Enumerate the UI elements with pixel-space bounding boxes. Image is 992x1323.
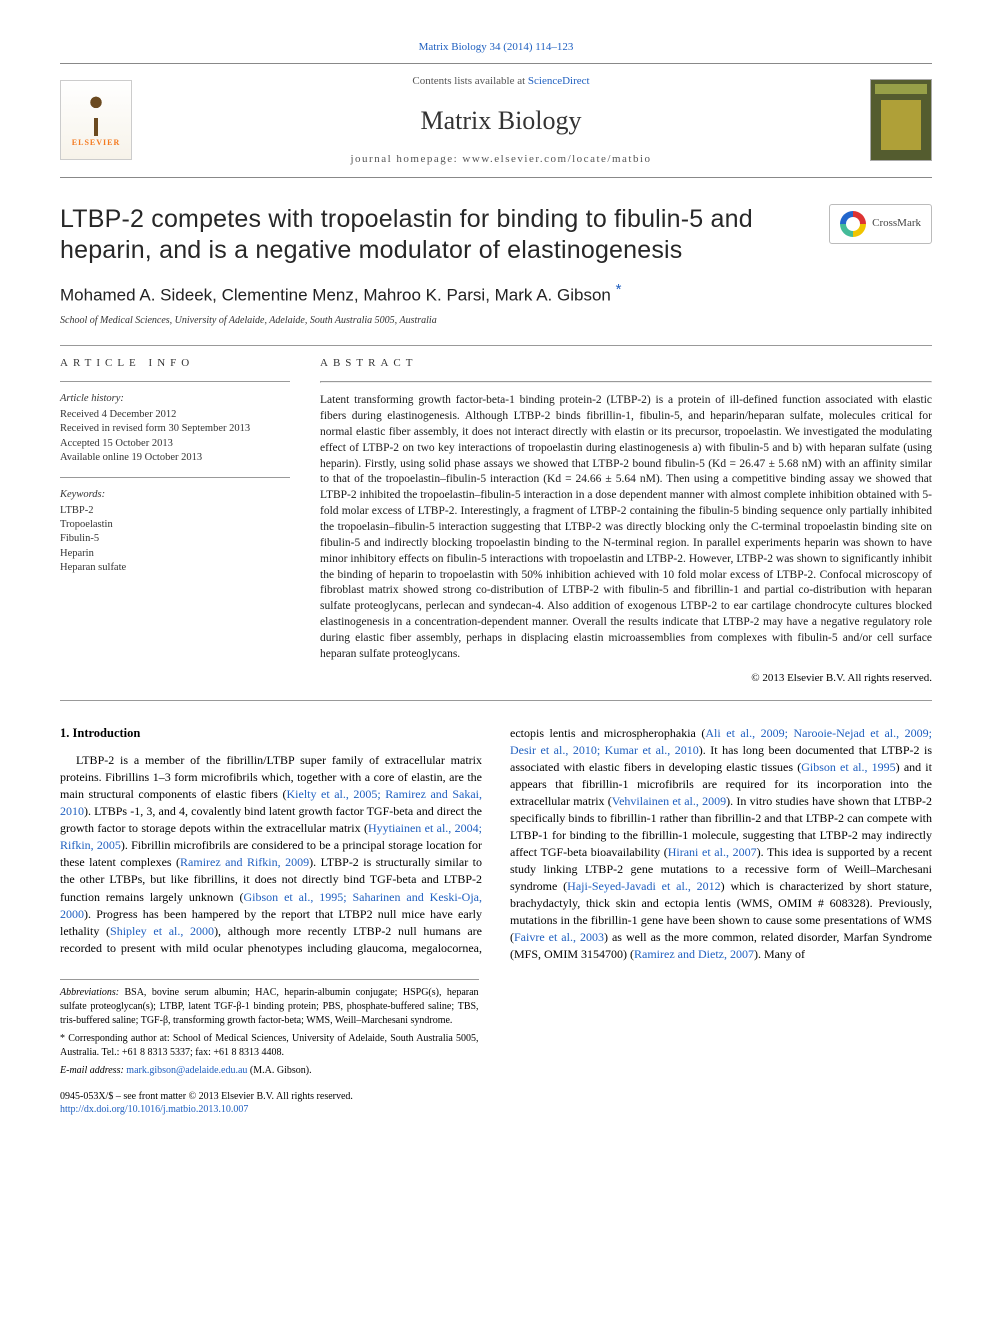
keyword: Heparin — [60, 547, 290, 561]
citation-link[interactable]: Ramirez and Rifkin, 2009 — [180, 855, 309, 869]
journal-cover-thumb — [870, 79, 932, 161]
title-row: LTBP-2 competes with tropoelastin for bi… — [60, 204, 932, 267]
crossmark-icon — [840, 211, 866, 237]
section-1-heading: 1. Introduction — [60, 725, 482, 743]
citation-link[interactable]: Shipley et al., 2000 — [110, 924, 214, 938]
affiliation: School of Medical Sciences, University o… — [60, 314, 932, 328]
email-link[interactable]: mark.gibson@adelaide.edu.au — [126, 1065, 247, 1076]
email-label: E-mail address: — [60, 1065, 126, 1076]
keywords-head: Keywords: — [60, 488, 290, 502]
article-title: LTBP-2 competes with tropoelastin for bi… — [60, 204, 809, 267]
header-band: ELSEVIER Contents lists available at Sci… — [60, 70, 932, 173]
contents-prefix: Contents lists available at — [412, 75, 527, 87]
intro-text: ). Many of — [754, 947, 805, 961]
rule-after-abs — [60, 700, 932, 701]
citation-link[interactable]: Haji-Seyed-Javadi et al., 2012 — [567, 879, 721, 893]
article-info-col: ARTICLE INFO Article history: Received 4… — [60, 356, 290, 685]
rule-mid — [60, 177, 932, 178]
front-matter-line: 0945-053X/$ – see front matter © 2013 El… — [60, 1090, 932, 1104]
email-footnote: E-mail address: mark.gibson@adelaide.edu… — [60, 1064, 479, 1078]
abstract-text: Latent transforming growth factor-beta-1… — [320, 393, 932, 663]
email-who: (M.A. Gibson). — [247, 1065, 311, 1076]
homepage-url[interactable]: www.elsevier.com/locate/matbio — [462, 153, 651, 165]
body-two-col: 1. Introduction LTBP-2 is a member of th… — [60, 725, 932, 963]
history-block: Article history: Received 4 December 201… — [60, 392, 290, 465]
keyword: Fibulin-5 — [60, 532, 290, 546]
header-center: Contents lists available at ScienceDirec… — [132, 74, 870, 167]
corresponding-footnote: * Corresponding author at: School of Med… — [60, 1032, 479, 1060]
authors-line: Mohamed A. Sideek, Clementine Menz, Mahr… — [60, 280, 932, 308]
sciencedirect-link[interactable]: ScienceDirect — [528, 75, 590, 87]
contents-line: Contents lists available at ScienceDirec… — [152, 74, 850, 89]
abstract-col: ABSTRACT Latent transforming growth fact… — [320, 356, 932, 685]
history-line: Available online 19 October 2013 — [60, 451, 290, 465]
intro-paragraph: LTBP-2 is a member of the fibrillin/LTBP… — [60, 725, 932, 963]
footnotes-block: Abbreviations: BSA, bovine serum albumin… — [60, 979, 479, 1078]
corr-label: * Corresponding author at: — [60, 1033, 173, 1044]
keyword: LTBP-2 — [60, 504, 290, 518]
rule-info-1 — [60, 381, 290, 382]
abbreviations-footnote: Abbreviations: BSA, bovine serum albumin… — [60, 986, 479, 1028]
elsevier-tree-icon — [76, 92, 116, 136]
history-head: Article history: — [60, 392, 290, 406]
rule-info-2 — [60, 477, 290, 478]
rule-abs — [320, 381, 932, 383]
abbrev-text: BSA, bovine serum albumin; HAC, heparin-… — [60, 987, 479, 1026]
history-line: Received in revised form 30 September 20… — [60, 422, 290, 436]
doi-link[interactable]: http://dx.doi.org/10.1016/j.matbio.2013.… — [60, 1103, 932, 1117]
bottom-block: 0945-053X/$ – see front matter © 2013 El… — [60, 1090, 932, 1117]
journal-name: Matrix Biology — [152, 103, 850, 138]
crossmark-label: CrossMark — [872, 216, 921, 231]
keyword: Heparan sulfate — [60, 561, 290, 575]
top-citation: Matrix Biology 34 (2014) 114–123 — [60, 40, 932, 55]
homepage-line: journal homepage: www.elsevier.com/locat… — [152, 152, 850, 167]
abstract-heading: ABSTRACT — [320, 356, 932, 371]
rule-top — [60, 63, 932, 64]
keywords-block: Keywords: LTBP-2 Tropoelastin Fibulin-5 … — [60, 488, 290, 575]
abstract-copyright: © 2013 Elsevier B.V. All rights reserved… — [320, 671, 932, 686]
citation-link[interactable]: Hirani et al., 2007 — [668, 845, 757, 859]
rule-above-info — [60, 345, 932, 346]
citation-link[interactable]: Gibson et al., 1995 — [801, 760, 895, 774]
info-abstract-row: ARTICLE INFO Article history: Received 4… — [60, 356, 932, 685]
corresponding-marker: * — [616, 281, 622, 298]
citation-link[interactable]: Vehvilainen et al., 2009 — [612, 794, 726, 808]
homepage-prefix: journal homepage: — [351, 153, 463, 165]
authors-names: Mohamed A. Sideek, Clementine Menz, Mahr… — [60, 286, 616, 305]
citation-link[interactable]: Faivre et al., 2003 — [514, 930, 604, 944]
keyword: Tropoelastin — [60, 518, 290, 532]
page-root: Matrix Biology 34 (2014) 114–123 ELSEVIE… — [0, 0, 992, 1157]
history-line: Accepted 15 October 2013 — [60, 437, 290, 451]
elsevier-logo: ELSEVIER — [60, 80, 132, 160]
citation-link[interactable]: Ramirez and Dietz, 2007 — [634, 947, 754, 961]
history-line: Received 4 December 2012 — [60, 408, 290, 422]
intro-text: ). — [84, 907, 96, 921]
elsevier-wordmark: ELSEVIER — [72, 138, 120, 149]
article-info-heading: ARTICLE INFO — [60, 356, 290, 371]
abbrev-label: Abbreviations: — [60, 987, 119, 998]
crossmark-badge[interactable]: CrossMark — [829, 204, 932, 244]
